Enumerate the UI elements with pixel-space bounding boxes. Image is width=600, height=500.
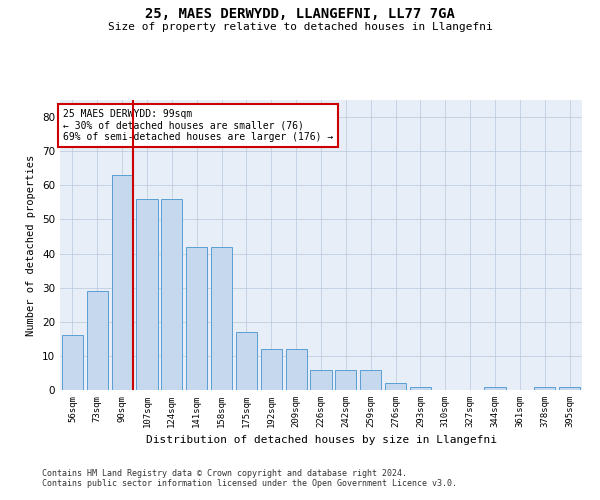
Text: Distribution of detached houses by size in Llangefni: Distribution of detached houses by size … bbox=[146, 435, 497, 445]
Text: Contains HM Land Registry data © Crown copyright and database right 2024.: Contains HM Land Registry data © Crown c… bbox=[42, 468, 407, 477]
Text: Size of property relative to detached houses in Llangefni: Size of property relative to detached ho… bbox=[107, 22, 493, 32]
Bar bbox=[385, 383, 406, 390]
Bar bbox=[112, 175, 133, 390]
Bar bbox=[236, 332, 257, 390]
Text: 25, MAES DERWYDD, LLANGEFNI, LL77 7GA: 25, MAES DERWYDD, LLANGEFNI, LL77 7GA bbox=[145, 8, 455, 22]
Text: Contains public sector information licensed under the Open Government Licence v3: Contains public sector information licen… bbox=[42, 478, 457, 488]
Bar bbox=[534, 386, 555, 390]
Bar bbox=[87, 291, 108, 390]
Bar bbox=[559, 386, 580, 390]
Bar bbox=[161, 199, 182, 390]
Text: 25 MAES DERWYDD: 99sqm
← 30% of detached houses are smaller (76)
69% of semi-det: 25 MAES DERWYDD: 99sqm ← 30% of detached… bbox=[62, 108, 333, 142]
Bar bbox=[410, 386, 431, 390]
Bar bbox=[335, 370, 356, 390]
Bar bbox=[62, 336, 83, 390]
Bar bbox=[261, 349, 282, 390]
Bar bbox=[211, 246, 232, 390]
Bar bbox=[186, 246, 207, 390]
Bar bbox=[136, 199, 158, 390]
Bar bbox=[286, 349, 307, 390]
Bar bbox=[310, 370, 332, 390]
Y-axis label: Number of detached properties: Number of detached properties bbox=[26, 154, 37, 336]
Bar bbox=[484, 386, 506, 390]
Bar bbox=[360, 370, 381, 390]
